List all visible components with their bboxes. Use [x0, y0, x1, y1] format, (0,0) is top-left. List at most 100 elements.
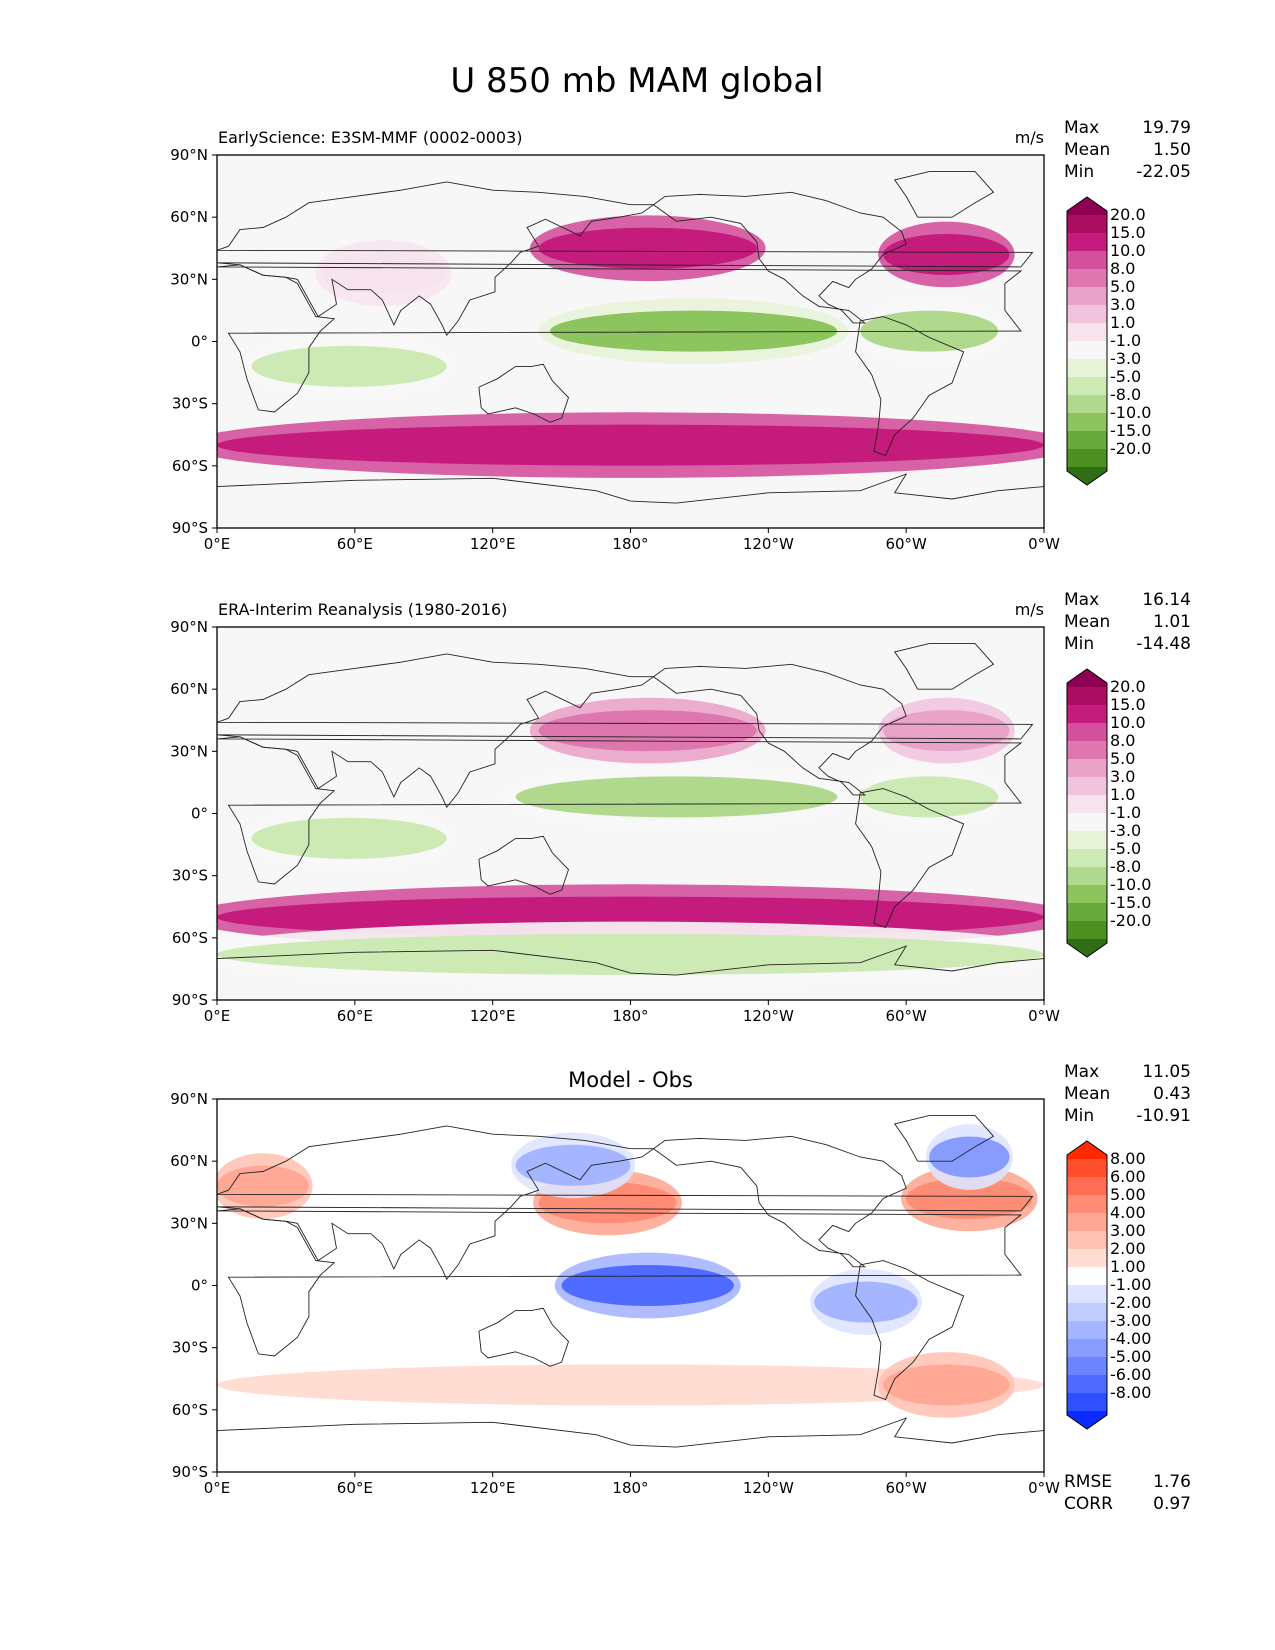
colorbar-segment [1067, 215, 1107, 234]
x-tick-label: 180° [612, 1479, 648, 1497]
coastline [855, 1260, 965, 1401]
panel-model: 0°E 60°E 120°E 180° 120°W 60°W 0°W 90°N 60°N 30°N… [170, 118, 1191, 553]
bottom-stat-label: CORR [1064, 1494, 1113, 1514]
coastline [217, 1125, 1034, 1281]
colorbar-tick-label: 3.0 [1110, 767, 1135, 786]
coastline [855, 316, 965, 457]
stat-value: 0.43 [1153, 1084, 1191, 1104]
field-core [251, 345, 447, 387]
colorbar-segment [1067, 831, 1107, 850]
coastline [653, 1135, 907, 1268]
coastline [217, 653, 1034, 809]
stat-value: 1.01 [1153, 612, 1191, 632]
x-tick-label: 0°W [1028, 1007, 1060, 1025]
y-tick-label: 90°N [170, 146, 208, 164]
units-label: m/s [1015, 600, 1044, 619]
colorbar-tick-label: 6.00 [1110, 1167, 1146, 1186]
y-tick-label: 0° [191, 1277, 208, 1295]
units-label: m/s [1015, 128, 1044, 147]
bottom-stat-value: 0.97 [1153, 1494, 1191, 1514]
colorbar-tick-label: -8.0 [1110, 385, 1141, 404]
colorbar-tick-label: 15.0 [1110, 223, 1146, 242]
colorbar-segment [1067, 687, 1107, 706]
colorbar-extend-bottom [1067, 467, 1107, 485]
bottom-stat-label: RMSE [1064, 1472, 1112, 1492]
x-tick-label: 60°E [337, 1479, 373, 1497]
field-core [217, 424, 1044, 466]
stat-value: 11.05 [1142, 1062, 1191, 1082]
y-tick-label: 30°S [172, 867, 208, 885]
panel-title: Model - Obs [568, 1068, 693, 1092]
colorbar-tick-label: -8.0 [1110, 857, 1141, 876]
colorbar-segment [1067, 395, 1107, 414]
colorbar-segment [1067, 1159, 1107, 1178]
y-tick-label: 90°S [172, 519, 208, 537]
field-core [320, 252, 447, 294]
colorbar-extend-top [1067, 197, 1107, 215]
colorbar-segment [1067, 323, 1107, 342]
field-core [251, 817, 447, 859]
colorbar-segment [1067, 867, 1107, 886]
y-tick-label: 60°N [170, 1152, 208, 1170]
field-core [883, 1364, 1010, 1406]
coastline [217, 473, 1044, 504]
colorbar-segment [1067, 903, 1107, 922]
colorbar-tick-label: 4.00 [1110, 1203, 1146, 1222]
y-tick-label: 0° [191, 805, 208, 823]
y-tick-label: 60°N [170, 208, 208, 226]
field-core [217, 1165, 309, 1207]
field-core [550, 310, 838, 352]
colorbar-tick-label: -2.00 [1110, 1293, 1151, 1312]
colorbar-tick-label: -1.0 [1110, 331, 1141, 350]
colorbar-tick-label: -6.00 [1110, 1365, 1151, 1384]
coastline [893, 171, 995, 218]
colorbar-tick-label: -5.0 [1110, 367, 1141, 386]
stat-label: Min [1064, 1106, 1094, 1126]
colorbar-tick-label: 5.0 [1110, 277, 1135, 296]
y-tick-label: 60°S [172, 457, 208, 475]
panel-diff: 0°E 60°E 120°E 180° 120°W 60°W 0°W 90°N 60°N 30°N… [170, 1062, 1191, 1514]
x-tick-label: 180° [612, 1007, 648, 1025]
stat-label: Mean [1064, 1084, 1110, 1104]
coastline [217, 1417, 1044, 1448]
x-tick-label: 0°E [204, 535, 231, 553]
coastline [478, 1307, 570, 1367]
colorbar-segment [1067, 413, 1107, 432]
colorbar-segment [1067, 1213, 1107, 1232]
x-tick-label: 120°W [743, 535, 794, 553]
y-tick-label: 90°N [170, 618, 208, 636]
colorbar-tick-label: -5.00 [1110, 1347, 1151, 1366]
x-tick-label: 0°W [1028, 1479, 1060, 1497]
stat-label: Min [1064, 634, 1094, 654]
colorbar-segment [1067, 777, 1107, 796]
y-tick-label: 30°N [170, 1214, 208, 1232]
colorbar-segment [1067, 759, 1107, 778]
colorbar-segment [1067, 233, 1107, 252]
y-tick-label: 60°S [172, 1401, 208, 1419]
y-tick-label: 60°N [170, 680, 208, 698]
colorbar-tick-label: 8.0 [1110, 259, 1135, 278]
colorbar-tick-label: 8.00 [1110, 1149, 1146, 1168]
y-tick-label: 90°N [170, 1090, 208, 1108]
stat-value: -14.48 [1136, 634, 1191, 654]
colorbar-tick-label: 1.00 [1110, 1257, 1146, 1276]
panel-title: ERA-Interim Reanalysis (1980-2016) [218, 600, 507, 619]
field-core [538, 227, 757, 269]
colorbar-segment [1067, 251, 1107, 270]
colorbar-segment [1067, 885, 1107, 904]
colorbar-segment [1067, 1339, 1107, 1358]
y-tick-label: 30°N [170, 742, 208, 760]
x-tick-label: 120°W [743, 1479, 794, 1497]
map-field [217, 1099, 1044, 1472]
field-core [883, 233, 1010, 275]
colorbar-segment [1067, 1303, 1107, 1322]
colorbar-segment [1067, 377, 1107, 396]
field-core [906, 1177, 1033, 1219]
colorbar-tick-label: -1.0 [1110, 803, 1141, 822]
colorbar-tick-label: -20.0 [1110, 439, 1151, 458]
colorbar-tick-label: 20.0 [1110, 205, 1146, 224]
colorbar-segment [1067, 1231, 1107, 1250]
colorbar-tick-label: -3.0 [1110, 349, 1141, 368]
colorbar-outline [1066, 668, 1108, 958]
